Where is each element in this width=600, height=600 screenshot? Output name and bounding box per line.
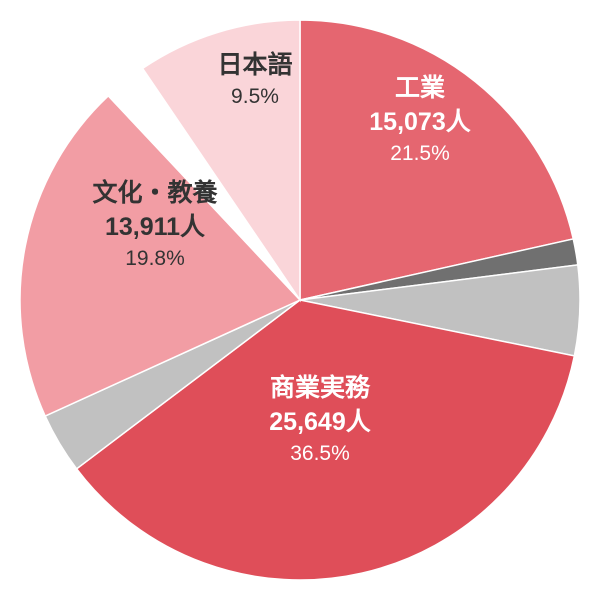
pie-chart: 工業15,073人21.5%商業実務25,649人36.5%文化・教養13,91…	[0, 0, 600, 600]
pie-svg	[0, 0, 600, 600]
